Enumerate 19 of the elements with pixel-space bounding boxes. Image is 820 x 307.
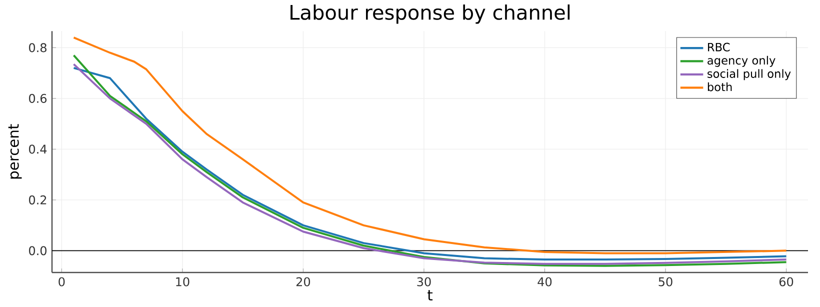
x-tick-label: 40 — [538, 277, 552, 286]
x-tick-label: 10 — [176, 277, 190, 286]
legend-label: RBC — [708, 42, 730, 52]
chart-title: Labour response by channel — [290, 4, 570, 24]
legend-label: both — [708, 82, 732, 92]
x-tick-label: 50 — [658, 277, 672, 286]
y-tick-label: 0.0 — [29, 246, 46, 256]
legend-label: social pull only — [708, 69, 791, 80]
y-tick-label: 0.8 — [29, 43, 46, 52]
x-tick-label: 0 — [58, 277, 65, 286]
x-axis-title: t — [428, 290, 433, 300]
y-tick-label: 0.2 — [29, 195, 46, 204]
x-tick-label: 60 — [779, 277, 794, 286]
x-tick-label: 20 — [296, 277, 310, 286]
y-axis-title: percent — [8, 124, 22, 179]
y-tick-label: 0.6 — [29, 94, 47, 103]
y-tick-label: 0.4 — [29, 144, 47, 154]
x-tick-label: 30 — [417, 277, 431, 286]
legend-label: agency only — [708, 56, 776, 67]
